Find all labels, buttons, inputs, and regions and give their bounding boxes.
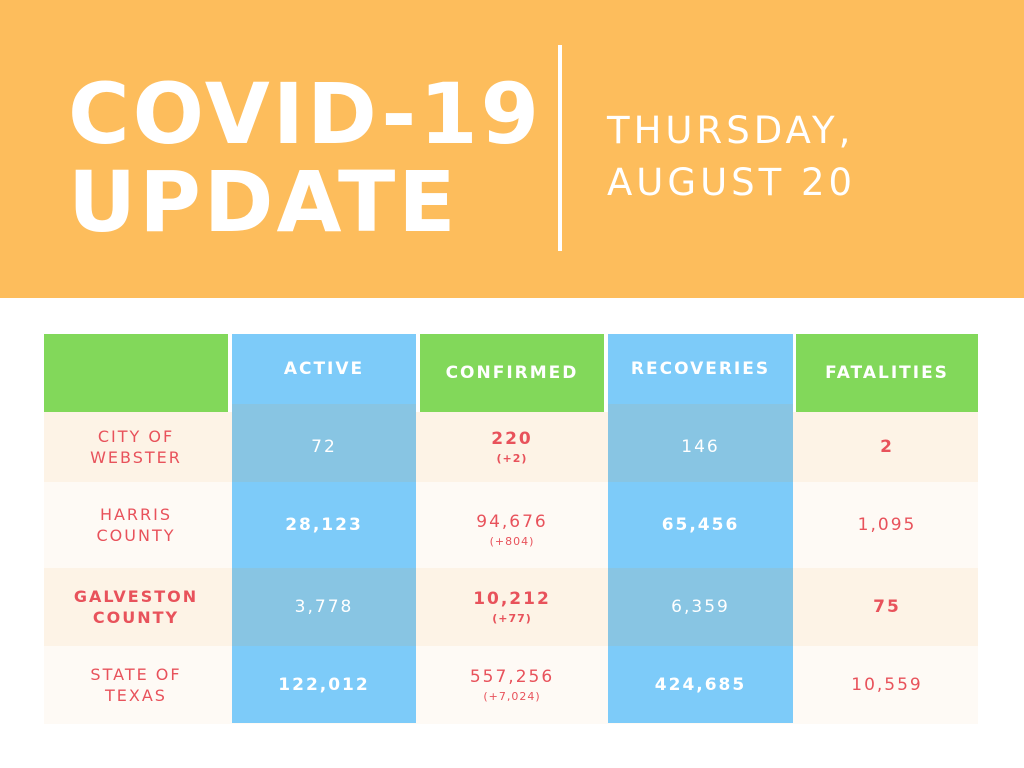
- fatalities-value: 10,559: [796, 646, 978, 724]
- active-value: 122,012: [232, 646, 416, 724]
- row-label-line: HARRIS: [99, 505, 173, 524]
- date-label: THURSDAY, AUGUST 20: [607, 105, 856, 209]
- active-value: 28,123: [232, 482, 416, 568]
- confirmed-value: 220 (+2): [420, 412, 604, 482]
- confirmed-value: 10,212 (+77): [420, 568, 604, 646]
- row-label-harris: HARRIS COUNTY: [44, 482, 228, 568]
- active-value: 72: [232, 412, 416, 482]
- confirmed-change: (+77): [492, 612, 532, 625]
- title-line-1: COVID-19: [68, 65, 543, 163]
- header-active-label: ACTIVE: [283, 359, 365, 379]
- row-label-webster: CITY OF WEBSTER: [44, 412, 228, 482]
- header-fatalities-label: FATALITIES: [825, 363, 949, 383]
- recoveries-value: 6,359: [608, 568, 793, 646]
- fatalities-value: 75: [796, 568, 978, 646]
- row-bg-harris: [44, 482, 978, 568]
- active-value: 3,778: [232, 568, 416, 646]
- recoveries-value: 424,685: [608, 646, 793, 724]
- row-label-line: GALVESTON: [73, 587, 199, 606]
- recoveries-overlay-galveston: [608, 568, 793, 646]
- active-value-text: 3,778: [294, 597, 354, 617]
- fatalities-value: 1,095: [796, 482, 978, 568]
- page-title: COVID-19 UPDATE: [68, 70, 542, 246]
- confirmed-change: (+7,024): [483, 690, 541, 703]
- row-label-line: WEBSTER: [90, 448, 182, 467]
- row-label-line: CITY OF: [97, 427, 175, 446]
- recoveries-value-text: 146: [681, 437, 720, 457]
- fatalities-value-text: 1,095: [857, 515, 917, 535]
- fatalities-value-text: 75: [873, 597, 901, 617]
- recoveries-overlay-webster: [608, 404, 793, 482]
- header-confirmed-label: CONFIRMED: [445, 363, 579, 383]
- header-active: ACTIVE: [232, 334, 416, 404]
- active-column: [232, 334, 416, 723]
- header-divider: [558, 45, 562, 251]
- row-bg-galveston: [44, 568, 978, 646]
- header-recoveries-label: RECOVERIES: [630, 359, 771, 379]
- active-overlay-webster: [232, 404, 416, 482]
- confirmed-value-text: 557,256: [469, 667, 555, 687]
- recoveries-value-text: 6,359: [671, 597, 730, 617]
- confirmed-value-text: 94,676: [476, 512, 548, 532]
- recoveries-column: [608, 334, 793, 723]
- fatalities-value-text: 2: [880, 437, 894, 457]
- confirmed-value: 94,676 (+804): [420, 482, 604, 578]
- recoveries-value-text: 424,685: [654, 675, 747, 695]
- title-line-2: UPDATE: [68, 153, 459, 251]
- row-label-line: STATE OF: [90, 665, 182, 684]
- confirmed-change: (+2): [496, 452, 528, 465]
- active-value-text: 28,123: [285, 515, 363, 535]
- active-overlay-galveston: [232, 568, 416, 646]
- row-label-galveston: GALVESTON COUNTY: [44, 568, 228, 646]
- row-label-line: COUNTY: [92, 608, 180, 627]
- fatalities-value: 2: [796, 412, 978, 482]
- recoveries-value: 146: [608, 412, 793, 482]
- row-bg-webster: [44, 412, 978, 482]
- header-corner-cell: [44, 334, 228, 412]
- confirmed-value: 557,256 (+7,024): [420, 646, 604, 724]
- confirmed-change: (+804): [489, 535, 535, 548]
- header-confirmed: CONFIRMED: [420, 334, 604, 412]
- confirmed-value-text: 10,212: [473, 589, 551, 609]
- header-recoveries: RECOVERIES: [608, 334, 793, 404]
- row-label-texas: STATE OF TEXAS: [44, 646, 228, 724]
- recoveries-value: 65,456: [608, 482, 793, 568]
- fatalities-value-text: 10,559: [851, 675, 923, 695]
- row-label-line: TEXAS: [105, 686, 167, 705]
- active-value-text: 72: [311, 437, 337, 457]
- row-label-line: COUNTY: [96, 526, 176, 545]
- date-line-1: THURSDAY,: [607, 109, 855, 152]
- active-value-text: 122,012: [278, 675, 370, 695]
- row-bg-texas: [44, 646, 978, 724]
- recoveries-value-text: 65,456: [661, 515, 740, 535]
- header-banner: [0, 0, 1024, 298]
- confirmed-value-text: 220: [491, 429, 533, 449]
- date-line-2: AUGUST 20: [607, 161, 857, 204]
- header-fatalities: FATALITIES: [796, 334, 978, 412]
